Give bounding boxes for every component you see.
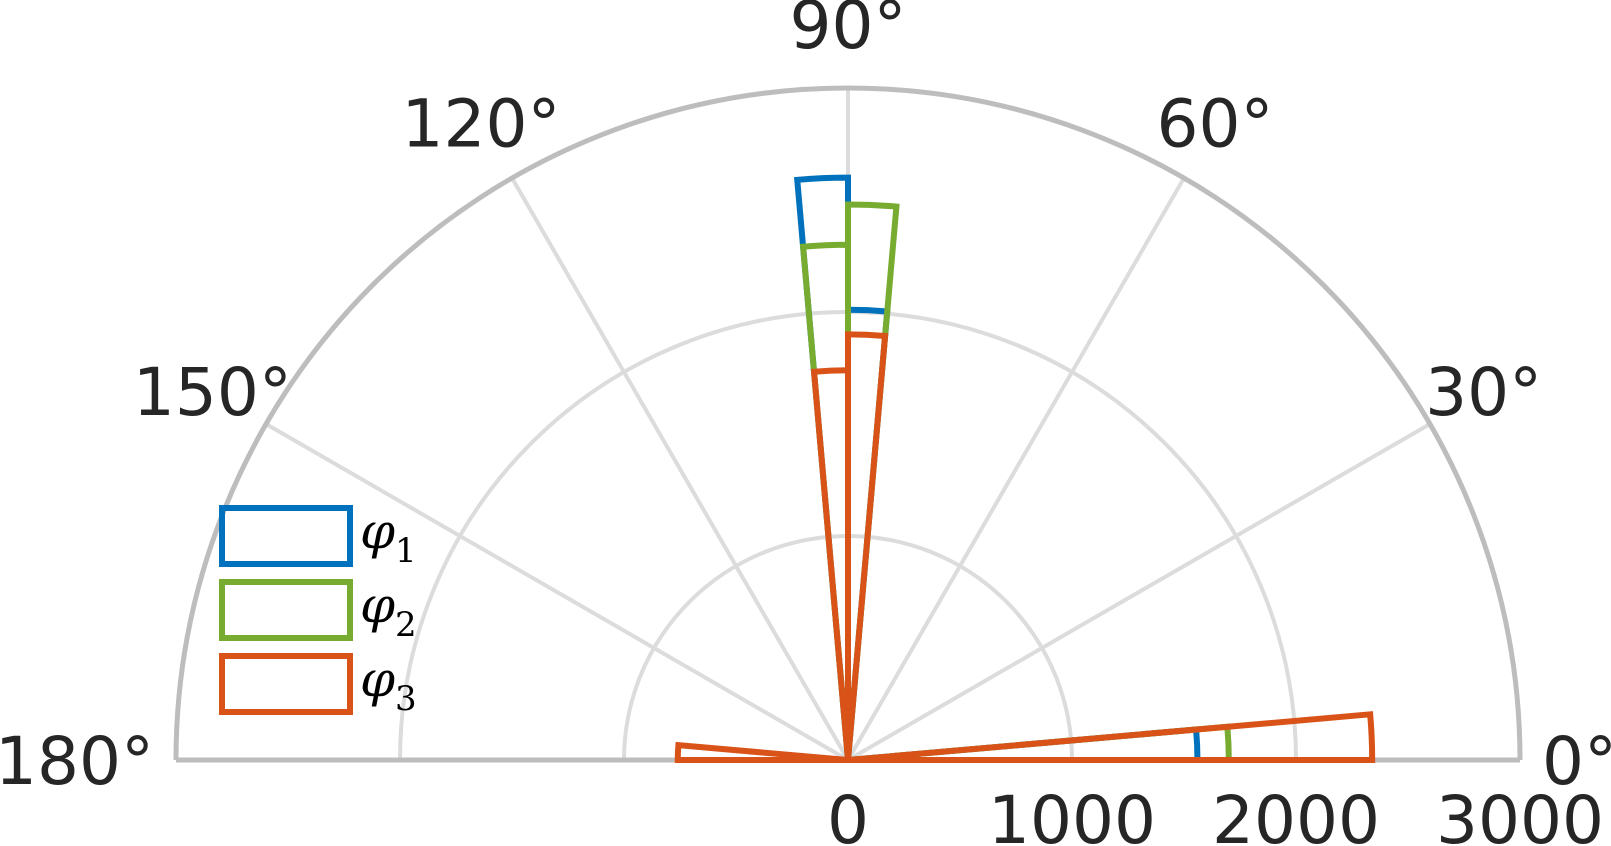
legend-symbol-series-2: φ xyxy=(360,576,395,634)
r-tick-label-2000: 2000 xyxy=(1212,782,1380,846)
theta-gridline-60 xyxy=(846,177,1186,762)
legend-subscript-series-1: 1 xyxy=(395,531,417,571)
legend-symbol-series-3: φ xyxy=(360,650,395,708)
legend-swatch-series-3 xyxy=(219,653,353,715)
bar-series-1-bin-3 xyxy=(793,174,851,761)
legend-label-series-1: φ1 xyxy=(360,502,417,571)
bar-series-3-bin-4 xyxy=(674,741,849,763)
histogram-bars xyxy=(674,174,1376,763)
bar-series-3-bin-3 xyxy=(810,367,851,761)
bar-series-2-bin-2 xyxy=(845,201,900,761)
legend-subscript-series-2: 2 xyxy=(395,605,417,645)
theta-gridline-150 xyxy=(265,422,849,762)
theta-tick-label-180: 180° xyxy=(0,723,154,800)
legend-swatch-series-2 xyxy=(219,579,353,641)
r-tick-label-3000: 3000 xyxy=(1436,782,1604,846)
r-tick-label-0: 0 xyxy=(827,782,869,846)
theta-tick-label-60: 60° xyxy=(1157,85,1274,162)
theta-tick-label-0: 0° xyxy=(1542,723,1611,800)
legend-symbol-series-1: φ xyxy=(360,502,395,560)
theta-gridline-30 xyxy=(847,422,1431,762)
legend-label-series-2: φ2 xyxy=(360,576,417,645)
bar-series-3-bin-2 xyxy=(845,331,889,761)
r-tick-label-1000: 1000 xyxy=(988,782,1156,846)
legend-swatch-series-1 xyxy=(219,505,353,567)
outer-boundary-arc xyxy=(173,85,1523,761)
theta-tick-label-90: 90° xyxy=(790,0,907,64)
bar-series-3-bin-1 xyxy=(847,711,1376,763)
legend-label-series-3: φ3 xyxy=(360,650,417,719)
theta-tick-label-150: 150° xyxy=(133,354,292,431)
legend-subscript-series-3: 3 xyxy=(395,679,417,719)
bar-series-2-bin-3 xyxy=(799,241,851,761)
theta-gridline-120 xyxy=(510,177,850,762)
theta-tick-label-30: 30° xyxy=(1425,354,1542,431)
theta-tick-label-120: 120° xyxy=(402,85,561,162)
